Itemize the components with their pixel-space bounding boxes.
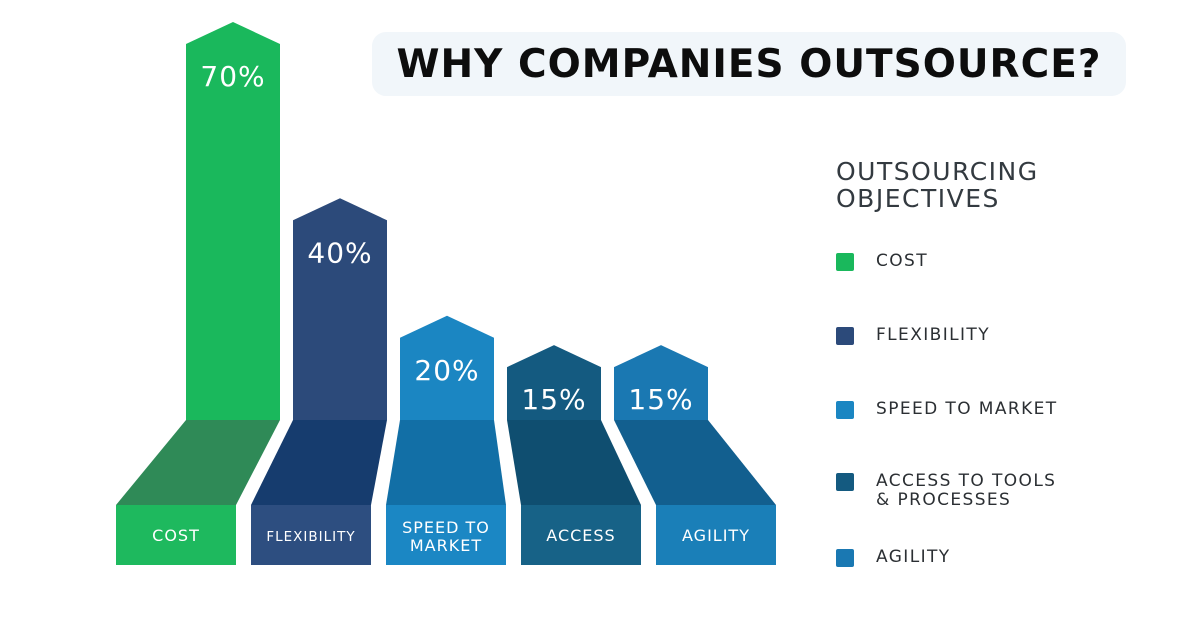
legend-item-cost: COST <box>836 252 928 271</box>
category-label-line: MARKET <box>410 536 482 555</box>
floor-access <box>507 420 641 505</box>
legend-swatch-flexibility <box>836 327 854 345</box>
category-label-cost: COST <box>152 526 200 545</box>
value-label-cost: 70% <box>200 60 265 93</box>
legend-item-agility: AGILITY <box>836 548 951 567</box>
legend-label-speed-to-market: SPEED TO MARKET <box>876 399 1058 419</box>
legend-swatch-agility <box>836 549 854 567</box>
bar-agility <box>614 345 708 420</box>
floor-flexibility <box>251 420 387 505</box>
legend-item-access: ACCESS TO TOOLS & PROCESSES <box>836 472 1056 510</box>
legend-title-line2: OBJECTIVES <box>836 184 1000 213</box>
category-label-line: SPEED TO <box>402 518 490 537</box>
legend-label-cost: COST <box>876 251 929 271</box>
legend-label-agility: AGILITY <box>876 547 951 567</box>
category-label-flexibility: FLEXIBILITY <box>266 529 355 545</box>
bar-speed-to-market <box>400 315 494 420</box>
category-label-agility: AGILITY <box>682 526 750 545</box>
category-label-access: ACCESS <box>546 526 615 545</box>
base-speed-to-market <box>386 505 506 565</box>
legend-label-flexibility: FLEXIBILITY <box>876 325 990 345</box>
legend-swatch-cost <box>836 253 854 271</box>
bar-cost <box>186 22 280 420</box>
base-access <box>521 505 641 565</box>
legend-item-flexibility: FLEXIBILITY <box>836 326 990 345</box>
floor-cost <box>116 420 280 505</box>
base-flexibility <box>251 505 371 565</box>
value-label-flexibility: 40% <box>307 236 372 269</box>
base-agility <box>656 505 776 565</box>
legend-item-speed-to-market: SPEED TO MARKET <box>836 400 1058 419</box>
legend-swatch-access <box>836 473 854 491</box>
category-label-speed-to-market: SPEED TO MARKET <box>402 518 490 555</box>
legend: OUTSOURCING OBJECTIVES COST FLEXIBILITY … <box>836 158 1176 567</box>
bar-flexibility <box>293 198 387 420</box>
value-label-speed-to-market: 20% <box>414 354 479 387</box>
legend-title: OUTSOURCING OBJECTIVES <box>836 158 1176 212</box>
bars-layer: 70% COST 40% FLEXIBILITY 20% SPEED TO MARKET 15… <box>116 22 776 565</box>
floor-agility <box>614 420 776 505</box>
value-label-access: 15% <box>521 383 586 416</box>
legend-swatch-speed-to-market <box>836 401 854 419</box>
chart-title: WHY COMPANIES OUTSOURCE? <box>396 41 1102 87</box>
floor-speed-to-market <box>386 420 506 505</box>
title-banner: WHY COMPANIES OUTSOURCE? <box>372 32 1126 96</box>
value-label-agility: 15% <box>628 383 693 416</box>
legend-label-access: ACCESS TO TOOLS & PROCESSES <box>876 471 1057 510</box>
base-cost <box>116 505 236 565</box>
bar-access <box>507 345 601 420</box>
legend-title-line1: OUTSOURCING <box>836 157 1039 186</box>
